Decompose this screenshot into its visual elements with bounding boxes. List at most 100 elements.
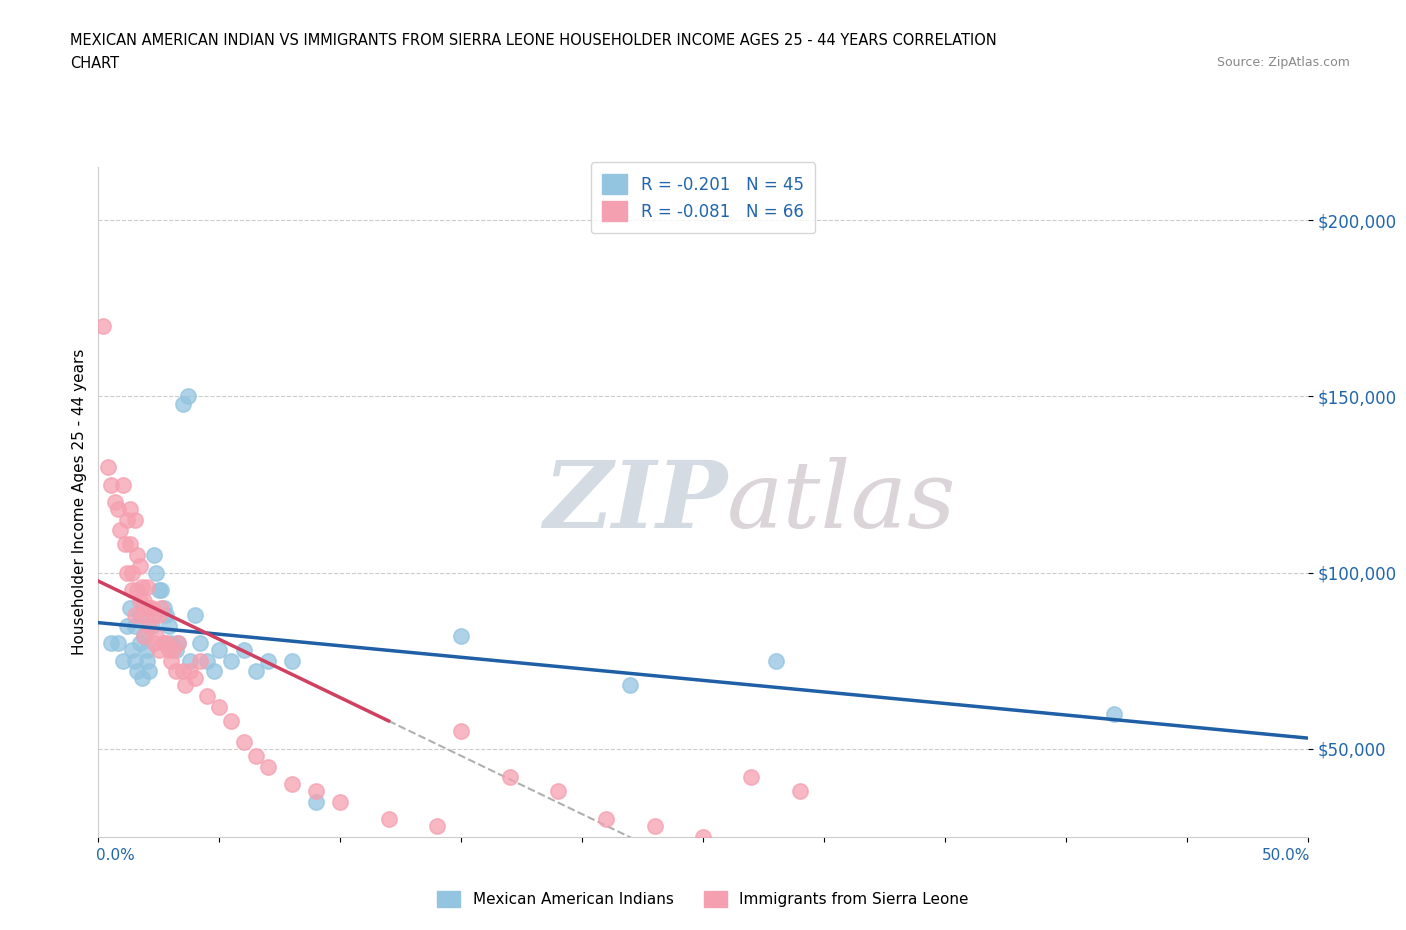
Point: [179, 654, 201, 669]
Point: [177, 389, 200, 404]
Point: [157, 618, 180, 633]
Point: [188, 654, 211, 669]
Point: [141, 601, 163, 616]
Point: [127, 664, 149, 679]
Point: [124, 512, 146, 527]
Point: [127, 583, 149, 598]
Point: [124, 618, 146, 633]
Point: [172, 664, 194, 679]
Point: [143, 548, 166, 563]
Point: [188, 636, 211, 651]
Text: CHART: CHART: [70, 56, 120, 71]
Point: [138, 618, 160, 633]
Point: [104, 495, 127, 510]
Point: [245, 664, 267, 679]
Point: [150, 583, 173, 598]
Point: [232, 643, 254, 658]
Point: [97, 459, 120, 474]
Point: [765, 654, 787, 669]
Point: [179, 664, 201, 679]
Point: [221, 654, 243, 669]
Y-axis label: Householder Income Ages 25 - 44 years: Householder Income Ages 25 - 44 years: [72, 349, 87, 656]
Point: [184, 607, 207, 622]
Point: [152, 636, 174, 651]
Point: [100, 636, 122, 651]
Point: [141, 618, 163, 633]
Point: [256, 654, 278, 669]
Point: [111, 654, 134, 669]
Point: [644, 819, 666, 834]
Point: [281, 654, 304, 669]
Point: [167, 636, 190, 651]
Point: [145, 565, 167, 580]
Point: [1102, 706, 1125, 721]
Text: MEXICAN AMERICAN INDIAN VS IMMIGRANTS FROM SIERRA LEONE HOUSEHOLDER INCOME AGES : MEXICAN AMERICAN INDIAN VS IMMIGRANTS FR…: [70, 33, 997, 47]
Point: [245, 749, 267, 764]
Point: [740, 770, 762, 785]
Point: [128, 636, 150, 651]
Point: [377, 812, 399, 827]
Point: [162, 643, 184, 658]
Point: [165, 643, 187, 658]
Point: [208, 643, 231, 658]
Point: [195, 654, 218, 669]
Point: [107, 636, 129, 651]
Point: [498, 770, 520, 785]
Point: [134, 629, 156, 644]
Point: [789, 784, 811, 799]
Point: [134, 629, 156, 644]
Point: [138, 664, 160, 679]
Point: [118, 502, 141, 517]
Point: [145, 629, 167, 644]
Point: [547, 784, 569, 799]
Point: [108, 523, 131, 538]
Point: [121, 583, 143, 598]
Point: [595, 812, 617, 827]
Point: [128, 558, 150, 573]
Text: 0.0%: 0.0%: [96, 848, 135, 863]
Legend: R = -0.201   N = 45, R = -0.081   N = 66: R = -0.201 N = 45, R = -0.081 N = 66: [591, 163, 815, 233]
Point: [150, 601, 173, 616]
Point: [155, 636, 177, 651]
Point: [117, 512, 139, 527]
Point: [256, 759, 278, 774]
Point: [117, 565, 139, 580]
Point: [152, 601, 174, 616]
Text: atlas: atlas: [727, 458, 956, 547]
Legend: Mexican American Indians, Immigrants from Sierra Leone: Mexican American Indians, Immigrants fro…: [432, 884, 974, 913]
Point: [135, 654, 157, 669]
Point: [135, 643, 157, 658]
Point: [91, 319, 114, 334]
Text: ZIP: ZIP: [543, 458, 727, 547]
Point: [281, 777, 304, 791]
Point: [131, 671, 153, 685]
Point: [692, 830, 714, 844]
Point: [172, 396, 194, 411]
Point: [426, 819, 449, 834]
Point: [111, 477, 134, 492]
Point: [117, 618, 139, 633]
Text: Source: ZipAtlas.com: Source: ZipAtlas.com: [1216, 56, 1350, 69]
Point: [148, 643, 170, 658]
Point: [118, 601, 141, 616]
Point: [100, 477, 122, 492]
Point: [305, 784, 328, 799]
Point: [128, 593, 150, 608]
Point: [195, 688, 218, 703]
Point: [135, 601, 157, 616]
Point: [167, 636, 190, 651]
Point: [121, 565, 143, 580]
Point: [329, 794, 352, 809]
Point: [143, 636, 166, 651]
Point: [127, 548, 149, 563]
Point: [148, 583, 170, 598]
Point: [157, 643, 180, 658]
Point: [114, 537, 136, 551]
Point: [118, 537, 141, 551]
Point: [131, 607, 153, 622]
Point: [174, 678, 197, 693]
Point: [138, 601, 160, 616]
Point: [148, 607, 170, 622]
Point: [160, 636, 183, 651]
Point: [124, 607, 146, 622]
